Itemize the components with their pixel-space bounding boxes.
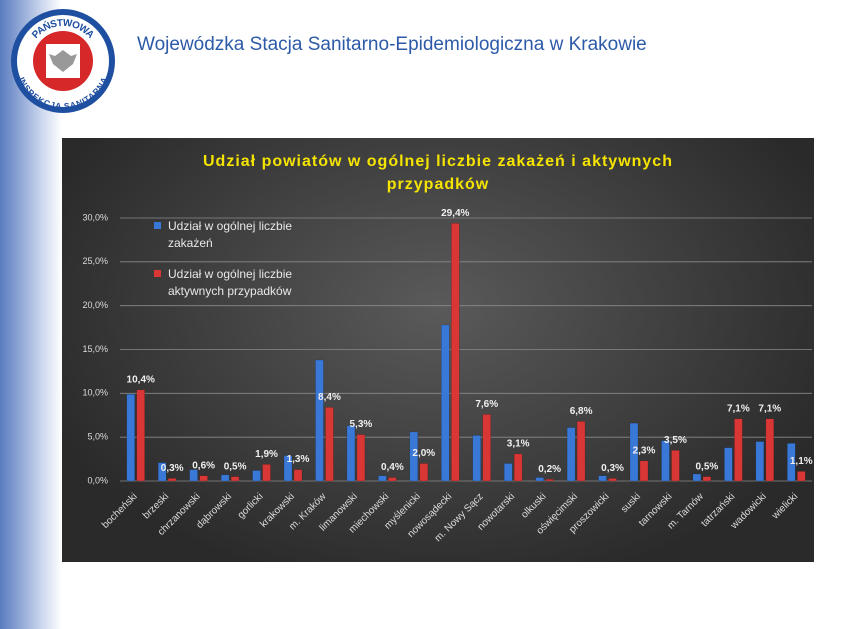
bar xyxy=(388,477,397,482)
bar xyxy=(787,443,796,482)
bar xyxy=(199,475,208,482)
bar xyxy=(126,393,135,482)
data-label: 0,3% xyxy=(161,463,184,474)
bar xyxy=(797,471,806,482)
legend-entry: Udział w ogólnej liczbie aktywnych przyp… xyxy=(154,266,328,300)
bar xyxy=(293,469,303,482)
bar xyxy=(692,473,702,482)
bar xyxy=(315,359,324,482)
bar xyxy=(157,462,167,482)
bar xyxy=(608,478,617,482)
data-label: 0,4% xyxy=(381,462,404,473)
bar xyxy=(702,476,712,482)
logo: PAŃSTWOWA INSPEKCJA SANITARNA xyxy=(11,9,115,113)
y-tick-label: 5,0% xyxy=(87,432,108,442)
bar xyxy=(252,470,261,482)
data-label: 1,1% xyxy=(790,456,813,467)
bar xyxy=(671,450,680,482)
bar xyxy=(220,474,230,482)
y-tick-label: 10,0% xyxy=(82,388,108,398)
bar xyxy=(755,441,765,482)
data-label: 2,0% xyxy=(412,448,435,459)
data-label: 7,1% xyxy=(727,403,750,414)
data-label: 3,1% xyxy=(507,438,530,449)
bar xyxy=(545,478,554,482)
bar xyxy=(661,440,670,482)
bar xyxy=(409,431,419,482)
bar xyxy=(451,223,460,482)
y-tick-label: 30,0% xyxy=(82,212,108,222)
legend-swatch xyxy=(154,222,161,229)
data-label: 0,3% xyxy=(601,463,624,474)
y-tick-label: 20,0% xyxy=(82,300,108,310)
data-label: 7,1% xyxy=(758,403,781,414)
y-tick-label: 0,0% xyxy=(87,475,108,485)
legend-label: Udział w ogólnej liczbie zakażeń xyxy=(168,219,293,250)
bar xyxy=(189,469,198,482)
data-label: 0,6% xyxy=(192,460,215,471)
bar xyxy=(535,477,544,482)
data-label: 2,3% xyxy=(633,445,656,456)
x-tick-label: wielicki xyxy=(769,491,800,522)
bar xyxy=(325,407,334,482)
chart-title: Udział powiatów w ogólnej liczbie zakaże… xyxy=(203,153,673,193)
bar xyxy=(734,418,743,482)
data-label: 10,4% xyxy=(127,374,155,385)
x-tick-label: olkuski xyxy=(519,491,548,520)
data-label: 0,5% xyxy=(224,461,247,472)
y-tick-label: 25,0% xyxy=(82,256,108,266)
y-tick-label: 15,0% xyxy=(82,344,108,354)
bar xyxy=(472,435,481,482)
bar xyxy=(167,478,177,482)
chart-panel: Udział powiatów w ogólnej liczbie zakaże… xyxy=(62,138,814,562)
data-label: 6,8% xyxy=(570,406,593,417)
bar xyxy=(441,324,450,482)
bar xyxy=(419,463,429,482)
bar xyxy=(639,460,649,482)
bar xyxy=(230,476,240,482)
data-label: 0,5% xyxy=(696,461,719,472)
bar xyxy=(262,464,271,482)
bar xyxy=(724,447,733,482)
legend-label: Udział w ogólnej liczbie aktywnych przyp… xyxy=(168,267,293,298)
bar xyxy=(482,414,491,482)
data-label: 1,3% xyxy=(287,454,310,465)
x-tick-label: gorlicki xyxy=(236,491,266,521)
bar xyxy=(136,389,145,482)
data-label: 1,9% xyxy=(255,449,278,460)
bar xyxy=(629,422,639,482)
chart: 0,0% 5,0% 10,0% 15,0% 20,0% 25,0% 30,0% bocheńs… xyxy=(82,208,813,544)
bar xyxy=(346,425,356,482)
data-label: 8,4% xyxy=(318,392,341,403)
bar xyxy=(576,421,586,482)
data-label: 7,6% xyxy=(475,399,498,410)
bar xyxy=(283,455,293,482)
bar xyxy=(566,427,576,482)
legend-entry: Udział w ogólnej liczbie zakażeń xyxy=(154,218,328,252)
bar xyxy=(356,434,366,482)
legend-swatch xyxy=(154,270,161,277)
bar xyxy=(503,463,513,482)
bar xyxy=(513,453,523,482)
x-tick-label: brzeski xyxy=(141,491,171,521)
data-label: 3,5% xyxy=(664,435,687,446)
bar xyxy=(765,418,775,482)
data-label: 0,2% xyxy=(538,464,561,475)
header-title: Wojewódzka Stacja Sanitarno-Epidemiologi… xyxy=(137,34,647,55)
bar xyxy=(378,475,387,482)
data-label: 29,4% xyxy=(441,208,469,219)
x-tick-label: suski xyxy=(619,491,643,515)
data-label: 5,3% xyxy=(350,419,373,430)
bar xyxy=(598,475,607,482)
x-tick-label: bocheński xyxy=(100,491,140,531)
